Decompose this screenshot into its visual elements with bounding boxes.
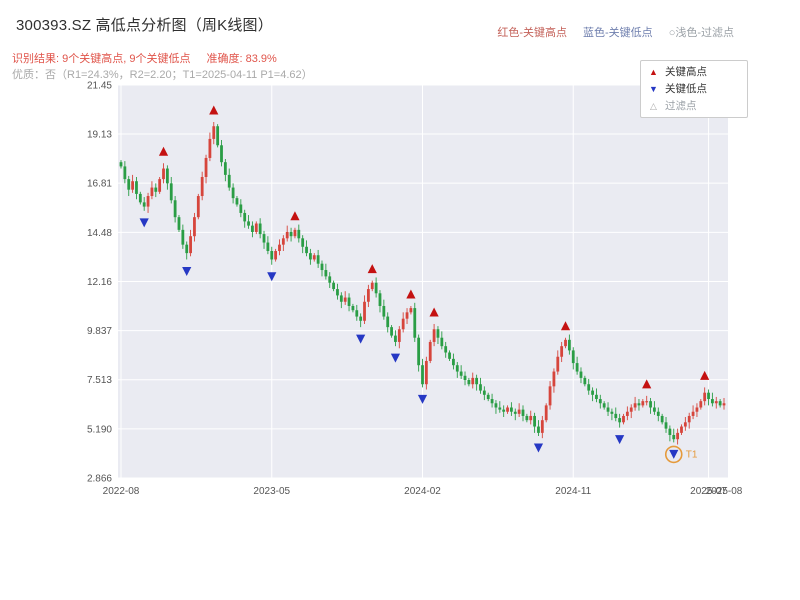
- svg-text:2025-07: 2025-07: [690, 486, 727, 497]
- legend-filtered-label: 过滤点: [665, 100, 697, 112]
- svg-text:19.13: 19.13: [87, 130, 112, 141]
- legend-item-filtered: △ 过滤点: [648, 100, 740, 112]
- recognition-result-text: 识别结果: 9个关键高点, 9个关键低点: [12, 53, 191, 65]
- axis-tick-labels: 21.45 19.13 16.81 14.48 12.16 9.837 7.513 5.190…: [87, 81, 743, 498]
- key-low-triangle-icon: ▼: [649, 84, 658, 94]
- accuracy-text: 准确度: 83.9%: [206, 53, 277, 65]
- top-legend-high-label: 红色-关键高点: [497, 27, 568, 39]
- t1-annotation: T1: [664, 445, 698, 464]
- t1-circle-icon: [664, 445, 683, 464]
- svg-text:16.81: 16.81: [87, 179, 112, 190]
- svg-text:2024-02: 2024-02: [404, 486, 441, 497]
- page-title: 300393.SZ 高低点分析图（周K线图）: [16, 17, 273, 34]
- key-high-triangle-icon: ▲: [649, 67, 658, 77]
- quality-summary-text: 优质：否（R1=24.3%，R2=2.20；T1=2025-04-11 P1=4…: [12, 69, 313, 81]
- legend-key-high-label: 关键高点: [665, 66, 707, 78]
- key-point-markers: [139, 105, 710, 459]
- svg-text:9.837: 9.837: [87, 326, 112, 337]
- recognition-result-line: 识别结果: 9个关键高点, 9个关键低点 准确度: 83.9%: [12, 50, 277, 66]
- grid-lines: [118, 84, 728, 479]
- svg-text:12.16: 12.16: [87, 277, 112, 288]
- t1-label: T1: [686, 449, 698, 460]
- top-legend-low-label: 蓝色-关键低点: [583, 27, 653, 39]
- svg-text:2.866: 2.866: [87, 474, 112, 485]
- svg-text:21.45: 21.45: [87, 81, 112, 92]
- svg-text:2023-05: 2023-05: [253, 486, 290, 497]
- legend-key-low-label: 关键低点: [665, 83, 707, 95]
- top-legend-filtered-label: ○浅色-过滤点: [668, 27, 734, 39]
- svg-text:2022-08: 2022-08: [103, 486, 140, 497]
- legend-item-key-high: ▲ 关键高点: [648, 66, 740, 78]
- candles-layer: [119, 122, 726, 445]
- legend-item-key-low: ▼ 关键低点: [648, 83, 740, 95]
- top-color-legend: 红色-关键高点 蓝色-关键低点 ○浅色-过滤点: [497, 24, 734, 40]
- plot-legend: ▲ 关键高点 ▼ 关键低点 △ 过滤点: [640, 60, 748, 118]
- svg-text:14.48: 14.48: [87, 228, 112, 239]
- svg-text:5.190: 5.190: [87, 424, 112, 435]
- svg-text:2025-08: 2025-08: [706, 486, 743, 497]
- filtered-point-triangle-icon: △: [650, 101, 657, 111]
- svg-text:7.513: 7.513: [87, 375, 112, 386]
- svg-text:2024-11: 2024-11: [555, 486, 591, 497]
